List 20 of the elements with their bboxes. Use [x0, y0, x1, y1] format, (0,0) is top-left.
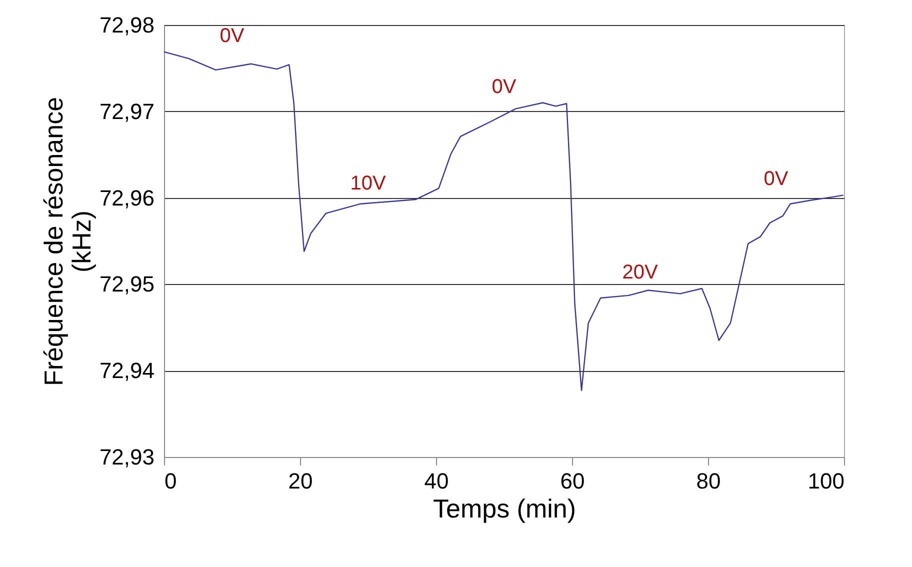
y-tick-label: 72,93 [99, 444, 154, 470]
x-tick-label: 0 [164, 468, 177, 494]
annotation: 0V [492, 76, 517, 98]
annotation: 10V [350, 172, 386, 195]
x-tick-label: 100 [808, 468, 844, 494]
annotation: 20V [622, 262, 658, 284]
y-tick-label: 72,94 [99, 358, 154, 384]
y-axis-title: Fréquence de résonance (kHz) [38, 96, 96, 386]
x-tick-label: 40 [424, 468, 449, 494]
annotation: 0V [220, 24, 245, 47]
y-tick-label: 72,95 [99, 272, 154, 297]
y-tick-label: 72,98 [99, 12, 154, 38]
y-tick-label: 72,97 [99, 98, 154, 124]
y-tick-label: 72,96 [99, 185, 154, 210]
line-series [163, 51, 844, 392]
x-tick-label: 60 [560, 468, 585, 494]
x-tick-label: 80 [696, 468, 721, 494]
x-axis-title: Temps (min) [432, 494, 576, 524]
annotation: 0V [764, 168, 789, 190]
x-tick-label: 20 [288, 468, 313, 494]
